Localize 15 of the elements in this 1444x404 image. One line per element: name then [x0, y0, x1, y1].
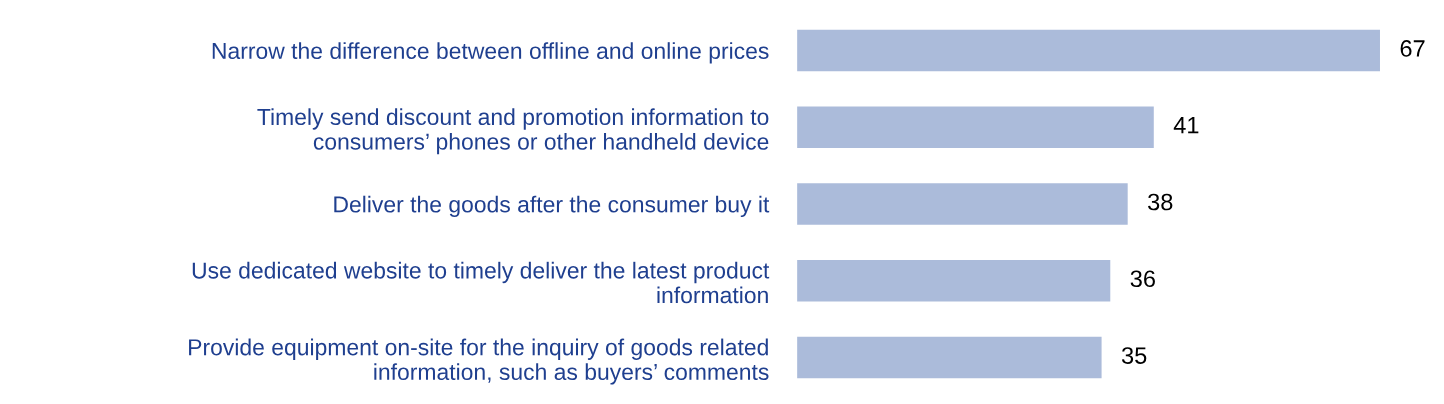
bar — [797, 29, 1380, 72]
bar — [797, 260, 1111, 302]
data-label: 35 — [1121, 347, 1147, 364]
y-tick-label: Narrow the difference between offline and online prices — [212, 42, 769, 64]
y-tick-label: Use dedicated website to timely deliver the latest product information — [192, 261, 770, 304]
y-tick-label: Provide equipment on-site for the inquiry of goods related information, such as buyers’ comments — [189, 338, 769, 385]
data-label: 41 — [1173, 117, 1199, 134]
data-label: 38 — [1148, 193, 1173, 211]
data-label: 36 — [1130, 270, 1155, 288]
bar — [797, 183, 1128, 225]
y-tick-label: Deliver the goods after the consumer buy it — [334, 195, 770, 218]
bar — [797, 336, 1102, 379]
bar — [797, 106, 1154, 148]
data-label: 67 — [1400, 40, 1425, 57]
y-tick-label: Timely send discount and promotion information to consumers’ phones or other handheld device — [257, 108, 769, 155]
